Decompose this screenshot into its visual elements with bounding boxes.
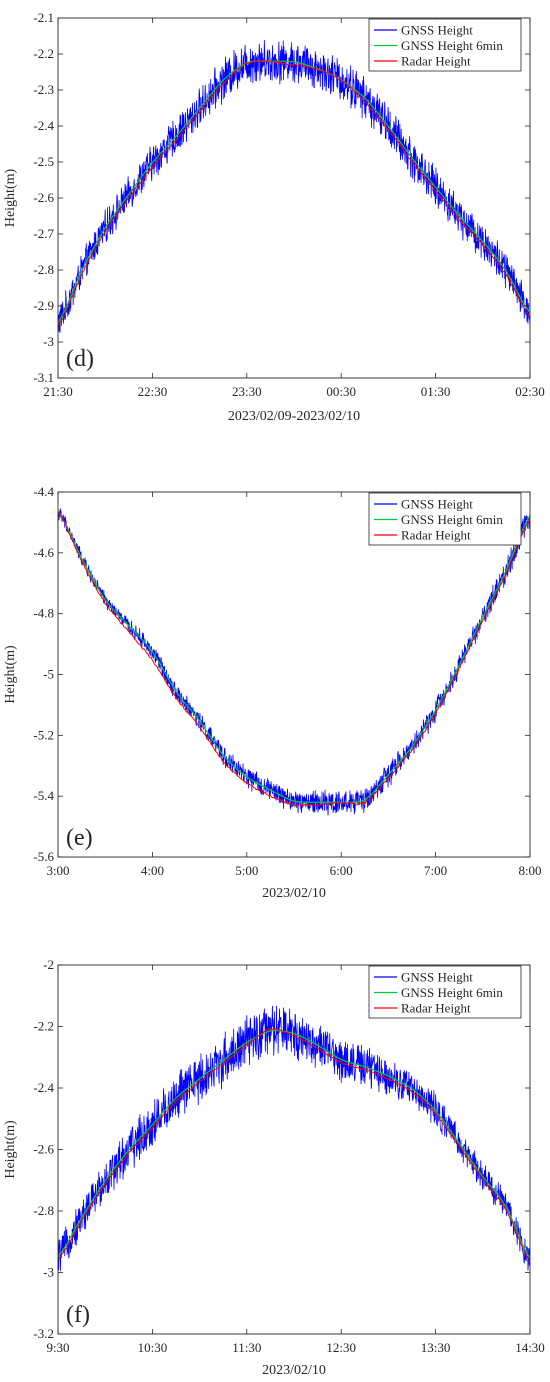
series-line-radar-height — [58, 511, 530, 807]
legend-entry: GNSS Height 6min — [401, 38, 503, 53]
panel-label: (d) — [66, 346, 94, 372]
series-line-gnss-height — [58, 1005, 530, 1272]
plot-series-group — [58, 508, 530, 816]
y-tick-label: -3.1 — [33, 370, 54, 385]
x-tick-label: 4:00 — [141, 863, 164, 878]
x-tick-label: 9:30 — [46, 1340, 69, 1355]
plot-series-group — [58, 39, 530, 333]
y-tick-label: -4.4 — [33, 484, 54, 499]
x-tick-label: 22:30 — [138, 384, 168, 399]
y-tick-label: -2.7 — [33, 226, 54, 241]
chart-panel-e: -4.4 -4.6 -4.8 -5 -5.2 -5.4 -5.63:00 4:00 5:00 6:… — [3, 484, 542, 901]
series-line-radar-height — [58, 59, 530, 327]
legend-entry: GNSS Height — [401, 23, 473, 38]
y-tick-label: -2.3 — [33, 82, 54, 97]
y-tick-label: -2.6 — [33, 1142, 54, 1157]
legend-entry: GNSS Height — [401, 970, 473, 985]
x-tick-label: 21:30 — [43, 384, 73, 399]
y-tick-label: -5.6 — [33, 849, 54, 864]
y-axis-label: Height(m) — [3, 1120, 18, 1179]
x-tick-label: 01:30 — [421, 384, 451, 399]
x-axis-label: 2023/02/10 — [262, 886, 326, 901]
y-tick-label: -2.9 — [33, 298, 54, 313]
y-tick-label: -5.2 — [33, 727, 54, 742]
series-line-gnss-height-6min — [58, 1029, 530, 1259]
y-tick-label: -2.4 — [33, 1080, 54, 1095]
x-tick-label: 6:00 — [330, 863, 353, 878]
y-tick-label: -2 — [43, 957, 54, 972]
y-tick-label: -2.4 — [33, 118, 54, 133]
x-tick-label: 5:00 — [235, 863, 258, 878]
y-tick-label: -2.5 — [33, 154, 54, 169]
plot-area — [58, 492, 530, 857]
chart-panel-f: -2 -2.2 -2.4 -2.6 -2.8 -3 -3.29:30 10:30 11:30 12… — [3, 957, 545, 1378]
y-axis-label: Height(m) — [3, 169, 18, 228]
x-tick-label: 7:00 — [424, 863, 447, 878]
legend-entry: GNSS Height 6min — [401, 512, 503, 527]
x-tick-label: 13:30 — [421, 1340, 451, 1355]
y-axis-label: Height(m) — [3, 645, 18, 704]
legend-entry: GNSS Height — [401, 497, 473, 512]
x-tick-label: 23:30 — [232, 384, 262, 399]
x-axis-label: 2023/02/09-2023/02/10 — [228, 409, 360, 424]
chart-panel-d: -2.1 -2.2 -2.3 -2.4 -2.5 -2.6 -2.7 -2.8 -2.9 -3 -3… — [3, 10, 545, 424]
x-tick-label: 00:30 — [326, 384, 356, 399]
legend-entry: Radar Height — [401, 54, 471, 69]
x-tick-label: 14:30 — [515, 1340, 545, 1355]
y-tick-label: -3 — [43, 334, 54, 349]
series-line-radar-height — [58, 1027, 530, 1263]
x-tick-label: 11:30 — [232, 1340, 261, 1355]
plot-series-group — [58, 1005, 530, 1272]
legend-entry: Radar Height — [401, 1001, 471, 1016]
panel-label: (e) — [66, 825, 93, 851]
legend-entry: Radar Height — [401, 528, 471, 543]
series-line-gnss-height-6min — [58, 511, 530, 803]
x-axis-label: 2023/02/10 — [262, 1363, 326, 1378]
y-tick-label: -2.1 — [33, 10, 54, 25]
legend-entry: GNSS Height 6min — [401, 985, 503, 1000]
y-tick-label: -3 — [43, 1265, 54, 1280]
y-tick-label: -5 — [43, 667, 54, 682]
x-tick-label: 10:30 — [138, 1340, 168, 1355]
y-tick-label: -2.8 — [33, 262, 54, 277]
series-line-gnss-height-6min — [58, 60, 530, 324]
x-tick-label: 12:30 — [326, 1340, 356, 1355]
y-tick-label: -2.2 — [33, 46, 54, 61]
x-tick-label: 8:00 — [518, 863, 541, 878]
y-tick-label: -2.6 — [33, 190, 54, 205]
panel-label: (f) — [66, 1302, 90, 1328]
x-tick-label: 3:00 — [46, 863, 69, 878]
y-tick-label: -4.6 — [33, 545, 54, 560]
y-tick-label: -4.8 — [33, 606, 54, 621]
y-tick-label: -5.4 — [33, 788, 54, 803]
y-tick-label: -2.8 — [33, 1203, 54, 1218]
x-tick-label: 02:30 — [515, 384, 545, 399]
y-tick-label: -2.2 — [33, 1019, 54, 1034]
y-tick-label: -3.2 — [33, 1326, 54, 1341]
